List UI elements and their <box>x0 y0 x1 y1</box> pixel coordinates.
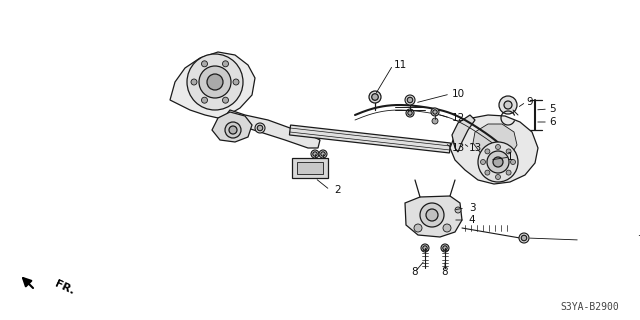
Circle shape <box>202 61 207 67</box>
Text: 3: 3 <box>468 203 476 213</box>
Text: 11: 11 <box>394 60 406 70</box>
Circle shape <box>257 125 263 131</box>
Text: 7: 7 <box>637 235 640 245</box>
Circle shape <box>408 111 412 115</box>
Polygon shape <box>170 52 255 118</box>
Circle shape <box>431 108 439 116</box>
Circle shape <box>485 149 490 154</box>
Circle shape <box>433 110 437 114</box>
Text: 1: 1 <box>507 152 513 162</box>
Bar <box>292 158 328 178</box>
Circle shape <box>441 244 449 252</box>
Text: 2: 2 <box>335 185 341 195</box>
Circle shape <box>521 235 527 241</box>
Circle shape <box>421 244 429 252</box>
Circle shape <box>478 142 518 182</box>
Circle shape <box>455 207 461 213</box>
Circle shape <box>313 152 317 156</box>
Circle shape <box>199 66 231 98</box>
Circle shape <box>443 246 447 250</box>
Circle shape <box>432 118 438 124</box>
Circle shape <box>495 174 500 180</box>
Text: 10: 10 <box>451 89 465 99</box>
Circle shape <box>405 95 415 105</box>
Text: 9: 9 <box>527 97 533 107</box>
Text: 12: 12 <box>451 113 465 123</box>
Circle shape <box>321 152 325 156</box>
Circle shape <box>407 97 413 103</box>
Circle shape <box>223 61 228 67</box>
Circle shape <box>187 54 243 110</box>
Circle shape <box>426 209 438 221</box>
Text: 4: 4 <box>468 215 476 225</box>
Text: 13: 13 <box>468 143 482 153</box>
Circle shape <box>369 91 381 103</box>
Text: 5: 5 <box>550 104 556 114</box>
Circle shape <box>493 157 503 167</box>
Text: 6: 6 <box>550 117 556 127</box>
Circle shape <box>423 246 428 250</box>
Bar <box>297 162 323 174</box>
Circle shape <box>511 159 515 164</box>
Circle shape <box>414 224 422 232</box>
Polygon shape <box>289 125 451 153</box>
Text: FR.: FR. <box>53 279 76 297</box>
Circle shape <box>499 96 517 114</box>
Circle shape <box>495 145 500 149</box>
Circle shape <box>487 151 509 173</box>
Circle shape <box>443 224 451 232</box>
Circle shape <box>191 79 197 85</box>
Text: 8: 8 <box>412 267 419 277</box>
Circle shape <box>372 94 378 100</box>
Circle shape <box>504 101 512 109</box>
Polygon shape <box>452 115 475 152</box>
Circle shape <box>481 159 486 164</box>
Circle shape <box>519 233 529 243</box>
Text: S3YA-B2900: S3YA-B2900 <box>561 302 620 312</box>
Polygon shape <box>450 115 538 184</box>
Text: 8: 8 <box>442 267 448 277</box>
Circle shape <box>207 74 223 90</box>
Circle shape <box>202 97 207 103</box>
Polygon shape <box>473 124 517 160</box>
Circle shape <box>223 97 228 103</box>
Circle shape <box>406 109 414 117</box>
Circle shape <box>229 126 237 134</box>
Circle shape <box>506 170 511 175</box>
Circle shape <box>506 149 511 154</box>
Circle shape <box>485 170 490 175</box>
Circle shape <box>225 122 241 138</box>
Polygon shape <box>222 110 320 148</box>
Polygon shape <box>192 65 235 103</box>
Polygon shape <box>405 196 462 237</box>
Circle shape <box>311 150 319 158</box>
Circle shape <box>420 203 444 227</box>
Text: 13: 13 <box>451 143 465 153</box>
Circle shape <box>233 79 239 85</box>
Circle shape <box>319 150 327 158</box>
Circle shape <box>255 123 265 133</box>
Polygon shape <box>212 112 252 142</box>
